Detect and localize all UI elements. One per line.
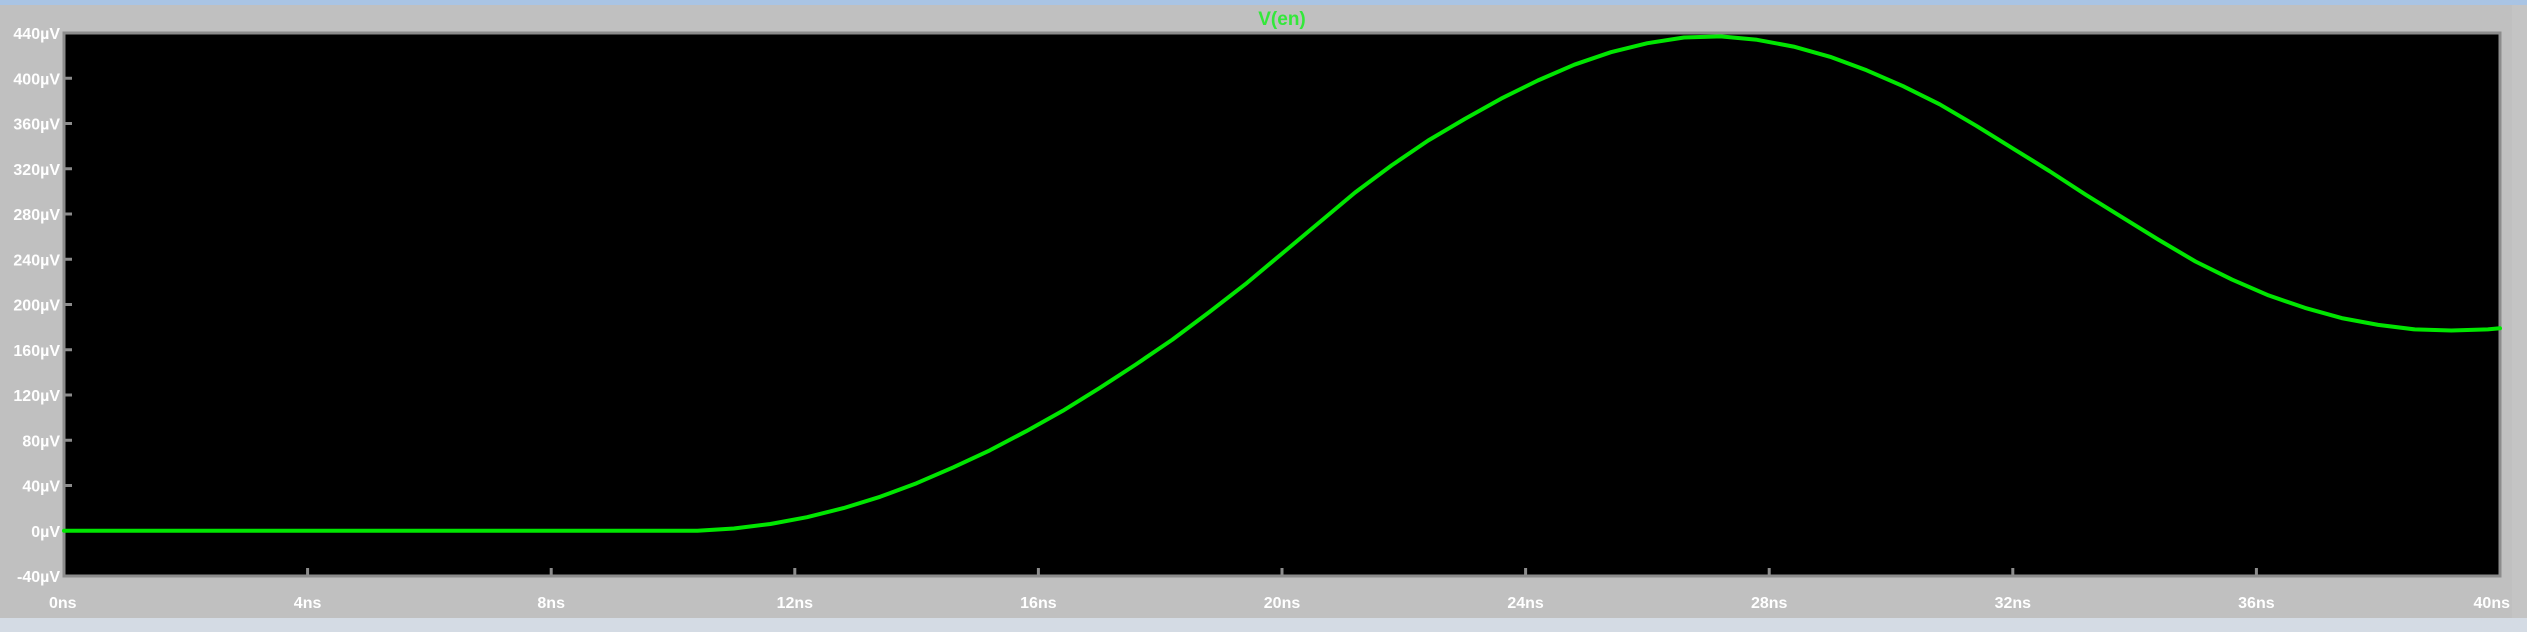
x-tick-label: 32ns bbox=[1995, 595, 2032, 612]
y-tick-label: 360µV bbox=[13, 117, 60, 134]
y-axis-tick-labels: -40µV 0µV 40µV 80µV 120µV 160µV 200µV 240µV 280µ… bbox=[13, 26, 60, 586]
y-tick-label: 400µV bbox=[13, 71, 60, 88]
x-tick-label: 8ns bbox=[537, 595, 565, 612]
window-bottom-edge bbox=[0, 618, 2527, 632]
y-tick-label: 80µV bbox=[22, 433, 60, 450]
x-tick-label: 4ns bbox=[294, 595, 322, 612]
x-tick-label: 20ns bbox=[1264, 595, 1301, 612]
x-tick-label: 24ns bbox=[1507, 595, 1544, 612]
plot-area[interactable] bbox=[62, 31, 2502, 578]
y-tick-label: 440µV bbox=[13, 26, 60, 43]
y-tick-label: 200µV bbox=[13, 298, 60, 315]
chart-title: V(en) bbox=[1258, 9, 1306, 30]
y-tick-label: 280µV bbox=[13, 207, 60, 224]
series-line-v-en[interactable] bbox=[62, 34, 2502, 533]
window-right-edge bbox=[2512, 5, 2527, 618]
window-top-edge bbox=[0, 0, 2527, 5]
x-axis-ticks bbox=[62, 568, 2502, 576]
y-tick-label: 40µV bbox=[22, 479, 60, 496]
y-tick-label: -40µV bbox=[17, 569, 60, 586]
y-tick-label: 240µV bbox=[13, 252, 60, 269]
x-axis-tick-labels: 0ns 4ns 8ns 12ns 16ns 20ns 24ns 28ns 32ns 36ns 40n… bbox=[49, 595, 2510, 612]
x-tick-label: 28ns bbox=[1751, 595, 1788, 612]
x-tick-label: 12ns bbox=[777, 595, 814, 612]
y-tick-label: 0µV bbox=[31, 524, 60, 541]
x-tick-label: 40ns bbox=[2474, 595, 2511, 612]
y-tick-label: 120µV bbox=[13, 388, 60, 405]
y-tick-label: 320µV bbox=[13, 162, 60, 179]
y-tick-label: 160µV bbox=[13, 343, 60, 360]
x-tick-label: 16ns bbox=[1020, 595, 1057, 612]
x-tick-label: 0ns bbox=[49, 595, 77, 612]
x-tick-label: 36ns bbox=[2238, 595, 2275, 612]
